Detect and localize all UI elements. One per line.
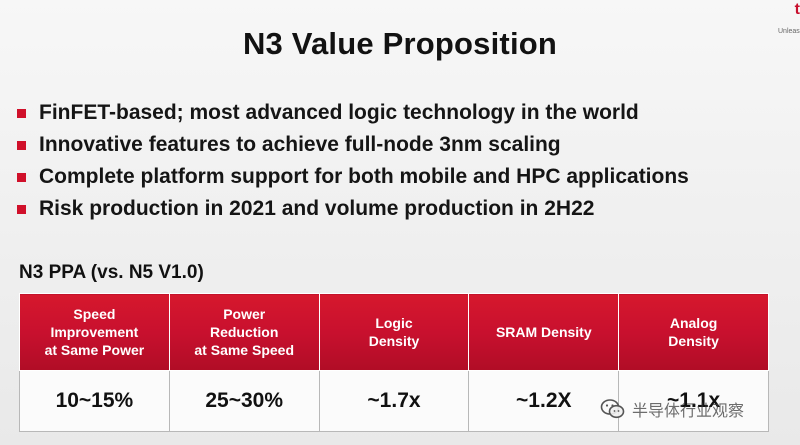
value-sram-density: ~1.2X [468, 370, 620, 432]
bullet-square-icon [17, 108, 26, 118]
value-power-reduction: 25~30% [168, 370, 320, 432]
bullet-item: Innovative features to achieve full-node… [16, 129, 689, 161]
bullet-square-icon [17, 204, 26, 214]
value-analog-density: ~1.1x [618, 370, 769, 432]
table-row: 10~15% 25~30% ~1.7x ~1.2X ~1.1x [19, 370, 769, 432]
watermark: 半导体行业观察 [600, 396, 744, 422]
header-analog-density: Analog Density [618, 293, 769, 371]
bullet-text: Complete platform support for both mobil… [39, 165, 689, 188]
ppa-heading: N3 PPA (vs. N5 V1.0) [19, 262, 204, 283]
company-logo: t Unleash [778, 2, 800, 35]
header-logic-density: Logic Density [318, 293, 470, 371]
bullet-item: Complete platform support for both mobil… [16, 161, 689, 193]
ppa-table: Speed Improvement at Same Power Power Re… [19, 293, 769, 432]
bullet-list: FinFET-based; most advanced logic techno… [16, 97, 689, 225]
wechat-icon [600, 399, 625, 419]
header-power-reduction: Power Reduction at Same Speed [168, 293, 320, 371]
watermark-text: 半导体行业观察 [632, 401, 745, 420]
bullet-text: FinFET-based; most advanced logic techno… [39, 101, 639, 124]
bullet-item: FinFET-based; most advanced logic techno… [16, 97, 689, 129]
bullet-text: Innovative features to achieve full-node… [39, 133, 561, 156]
logo-mark: t [794, 2, 800, 18]
slide-title: N3 Value Proposition [242, 26, 558, 61]
logo-tagline: Unleash [778, 28, 800, 35]
header-speed-improvement: Speed Improvement at Same Power [19, 293, 170, 371]
header-sram-density: SRAM Density [468, 293, 620, 371]
bullet-item: Risk production in 2021 and volume produ… [16, 193, 689, 225]
bullet-text: Risk production in 2021 and volume produ… [39, 197, 595, 220]
bullet-square-icon [17, 140, 26, 150]
table-header-row: Speed Improvement at Same Power Power Re… [19, 293, 769, 371]
bullet-square-icon [17, 172, 26, 182]
value-speed-improvement: 10~15% [19, 370, 170, 432]
value-logic-density: ~1.7x [318, 370, 470, 432]
